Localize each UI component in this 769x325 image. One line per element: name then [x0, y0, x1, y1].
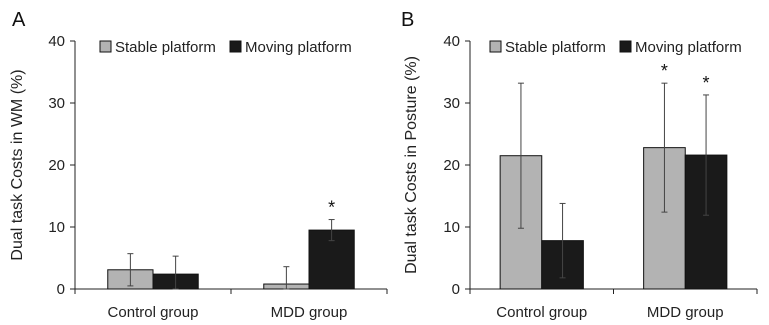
panel-a-legend-swatch-1 — [229, 40, 242, 53]
panel-a-y-tick-label-2: 20 — [48, 157, 65, 174]
panel-b-letter: B — [401, 9, 414, 31]
panel-a-x-tick-label-0: Control group — [108, 304, 199, 321]
panel-b-legend-swatch-0 — [489, 40, 502, 53]
panel-a-y-tick-label-0: 0 — [57, 281, 65, 298]
panel-b-legend-label-1: Moving platform — [635, 39, 742, 56]
panel-b-y-axis-title: Dual task Costs in Posture (%) — [403, 56, 420, 274]
panel-b-y-tick-label-4: 40 — [443, 33, 460, 50]
panel-a-y-axis-title: Dual task Costs in WM (%) — [9, 69, 26, 260]
panel-b-y-tick-label-3: 30 — [443, 95, 460, 112]
panel-a-y-tick-label-4: 40 — [48, 33, 65, 50]
panel-b-x-tick-label-1: MDD group — [647, 304, 724, 321]
panel-b-legend-swatch-1 — [619, 40, 632, 53]
panel-b-significance-1-1: * — [703, 73, 710, 93]
panel-b-y-tick-label-1: 10 — [443, 219, 460, 236]
panel-a-letter: A — [12, 9, 26, 31]
panel-a-significance-1-1: * — [328, 198, 335, 218]
panel-b-y-tick-label-0: 0 — [452, 281, 460, 298]
panel-b-x-tick-label-0: Control group — [496, 304, 587, 321]
panel-a-legend-label-0: Stable platform — [115, 39, 216, 56]
panel-a-x-tick-label-1: MDD group — [271, 304, 348, 321]
panel-b-legend-label-0: Stable platform — [505, 39, 606, 56]
panel-b-significance-0-1: * — [661, 61, 668, 81]
panel-b-y-tick-label-2: 20 — [443, 157, 460, 174]
panel-a-y-tick-label-1: 10 — [48, 219, 65, 236]
panel-a-y-tick-label-3: 30 — [48, 95, 65, 112]
panel-a-legend-label-1: Moving platform — [245, 39, 352, 56]
panel-a-legend-swatch-0 — [99, 40, 112, 53]
